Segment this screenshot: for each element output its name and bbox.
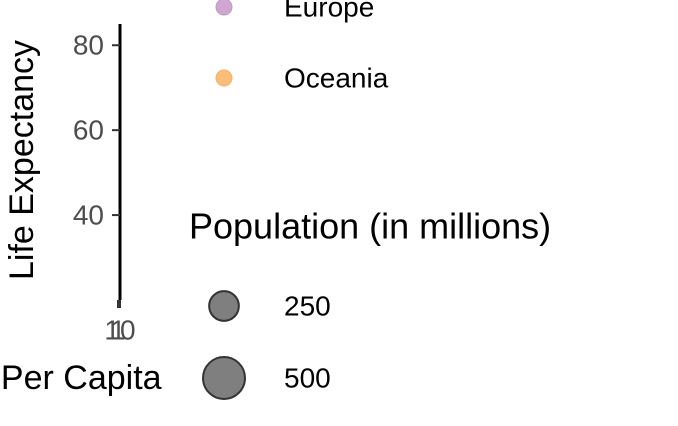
y-tick-label: 60	[73, 115, 104, 146]
size-legend-label: 500	[284, 362, 331, 393]
y-tick-label: 80	[73, 30, 104, 61]
size-legend-title: Population (in millions)	[189, 206, 551, 247]
legend-label: Oceania	[284, 62, 389, 93]
y-tick-label: 40	[73, 199, 104, 230]
legend-swatch	[215, 0, 233, 16]
x-axis-label: GDP Per Capita	[0, 359, 162, 397]
x-tick-label: 1	[110, 314, 126, 345]
legend-label: Europe	[284, 0, 374, 22]
size-legend-label: 250	[284, 290, 331, 321]
legend-swatch	[215, 69, 233, 87]
size-legend-swatch	[202, 356, 246, 400]
x-tick-label: 10	[104, 314, 135, 345]
y-axis-label: Life Expectancy	[3, 40, 41, 280]
size-legend-swatch	[208, 290, 240, 322]
